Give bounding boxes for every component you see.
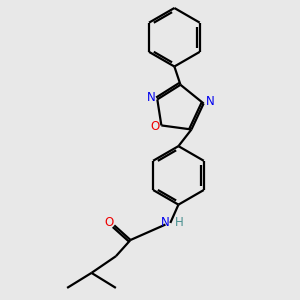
- Text: N: N: [147, 91, 156, 104]
- Text: H: H: [175, 216, 183, 230]
- Text: N: N: [206, 95, 214, 108]
- Text: O: O: [150, 120, 160, 133]
- Text: N: N: [161, 216, 170, 230]
- Text: O: O: [104, 216, 113, 230]
